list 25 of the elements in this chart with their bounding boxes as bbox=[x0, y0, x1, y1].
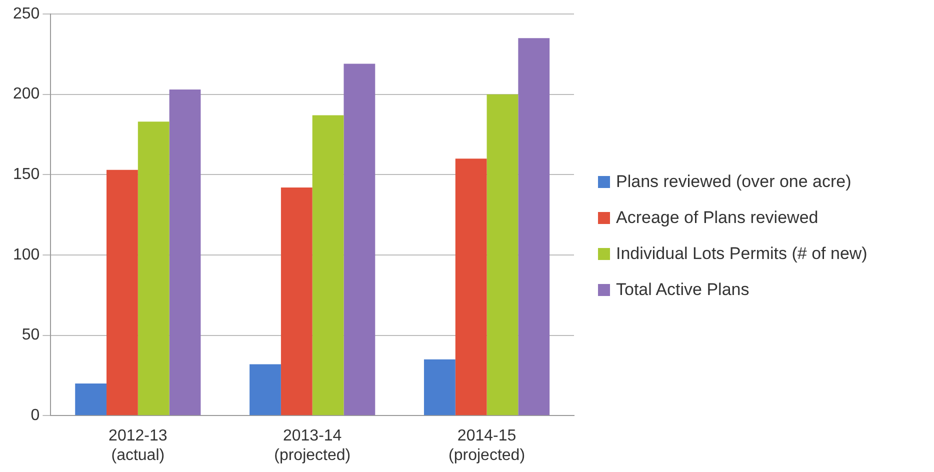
y-tick-label: 100 bbox=[12, 246, 40, 264]
x-tick-label: 2014-15 (projected) bbox=[448, 428, 526, 464]
y-tick-label: 50 bbox=[22, 326, 40, 344]
x-tick-label: 2012-13 (actual) bbox=[108, 428, 168, 464]
bar bbox=[424, 359, 456, 416]
bar bbox=[312, 115, 344, 416]
bar bbox=[138, 122, 170, 416]
bar bbox=[455, 158, 487, 416]
bar bbox=[280, 187, 312, 416]
bar bbox=[169, 90, 201, 416]
bar bbox=[250, 364, 281, 416]
y-tick-label: 150 bbox=[12, 166, 40, 184]
bar bbox=[75, 383, 107, 416]
legend-label: Plans reviewed (over one acre) bbox=[616, 170, 852, 193]
bar bbox=[106, 170, 138, 416]
y-tick-label: 0 bbox=[30, 407, 40, 424]
legend-label: Total Active Plans bbox=[616, 279, 750, 302]
y-tick-label: 250 bbox=[12, 5, 40, 22]
legend-label: Acreage of Plans reviewed bbox=[616, 206, 818, 229]
bar bbox=[518, 38, 550, 416]
legend-label: Individual Lots Permits (# of new) bbox=[616, 243, 868, 265]
bar bbox=[344, 64, 376, 416]
x-tick-label: 2013-14 (projected) bbox=[274, 428, 351, 464]
bar bbox=[486, 94, 518, 416]
y-tick-label: 200 bbox=[12, 86, 40, 103]
